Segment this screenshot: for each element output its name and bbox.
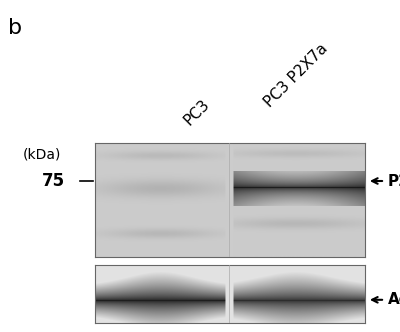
Text: b: b (8, 18, 22, 38)
Text: Actin: Actin (388, 292, 400, 307)
Text: PC3: PC3 (181, 96, 213, 128)
Text: P2X7a: P2X7a (388, 174, 400, 189)
Text: PC3 P2X7a: PC3 P2X7a (261, 41, 331, 110)
Text: 75: 75 (42, 172, 65, 190)
Text: (kDa): (kDa) (23, 148, 61, 162)
